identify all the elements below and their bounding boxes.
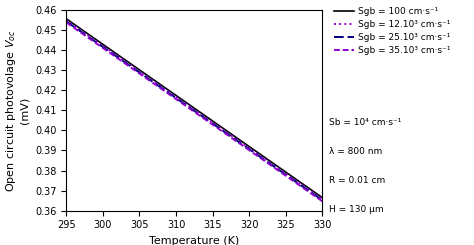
Y-axis label: Open circuit photovolage $V_{oc}$
(mV): Open circuit photovolage $V_{oc}$ (mV) — [4, 29, 29, 192]
Text: Sb = 10⁴ cm·s⁻¹

λ = 800 nm

R = 0.01 cm

H = 130 μm: Sb = 10⁴ cm·s⁻¹ λ = 800 nm R = 0.01 cm H… — [329, 118, 402, 214]
X-axis label: Temperature (K): Temperature (K) — [149, 236, 239, 245]
Legend: Sgb = 100 cm·s⁻¹, Sgb = 12.10³ cm·s⁻¹, Sgb = 25.10³ cm·s⁻¹, Sgb = 35.10³ cm·s⁻¹: Sgb = 100 cm·s⁻¹, Sgb = 12.10³ cm·s⁻¹, S… — [334, 7, 451, 55]
